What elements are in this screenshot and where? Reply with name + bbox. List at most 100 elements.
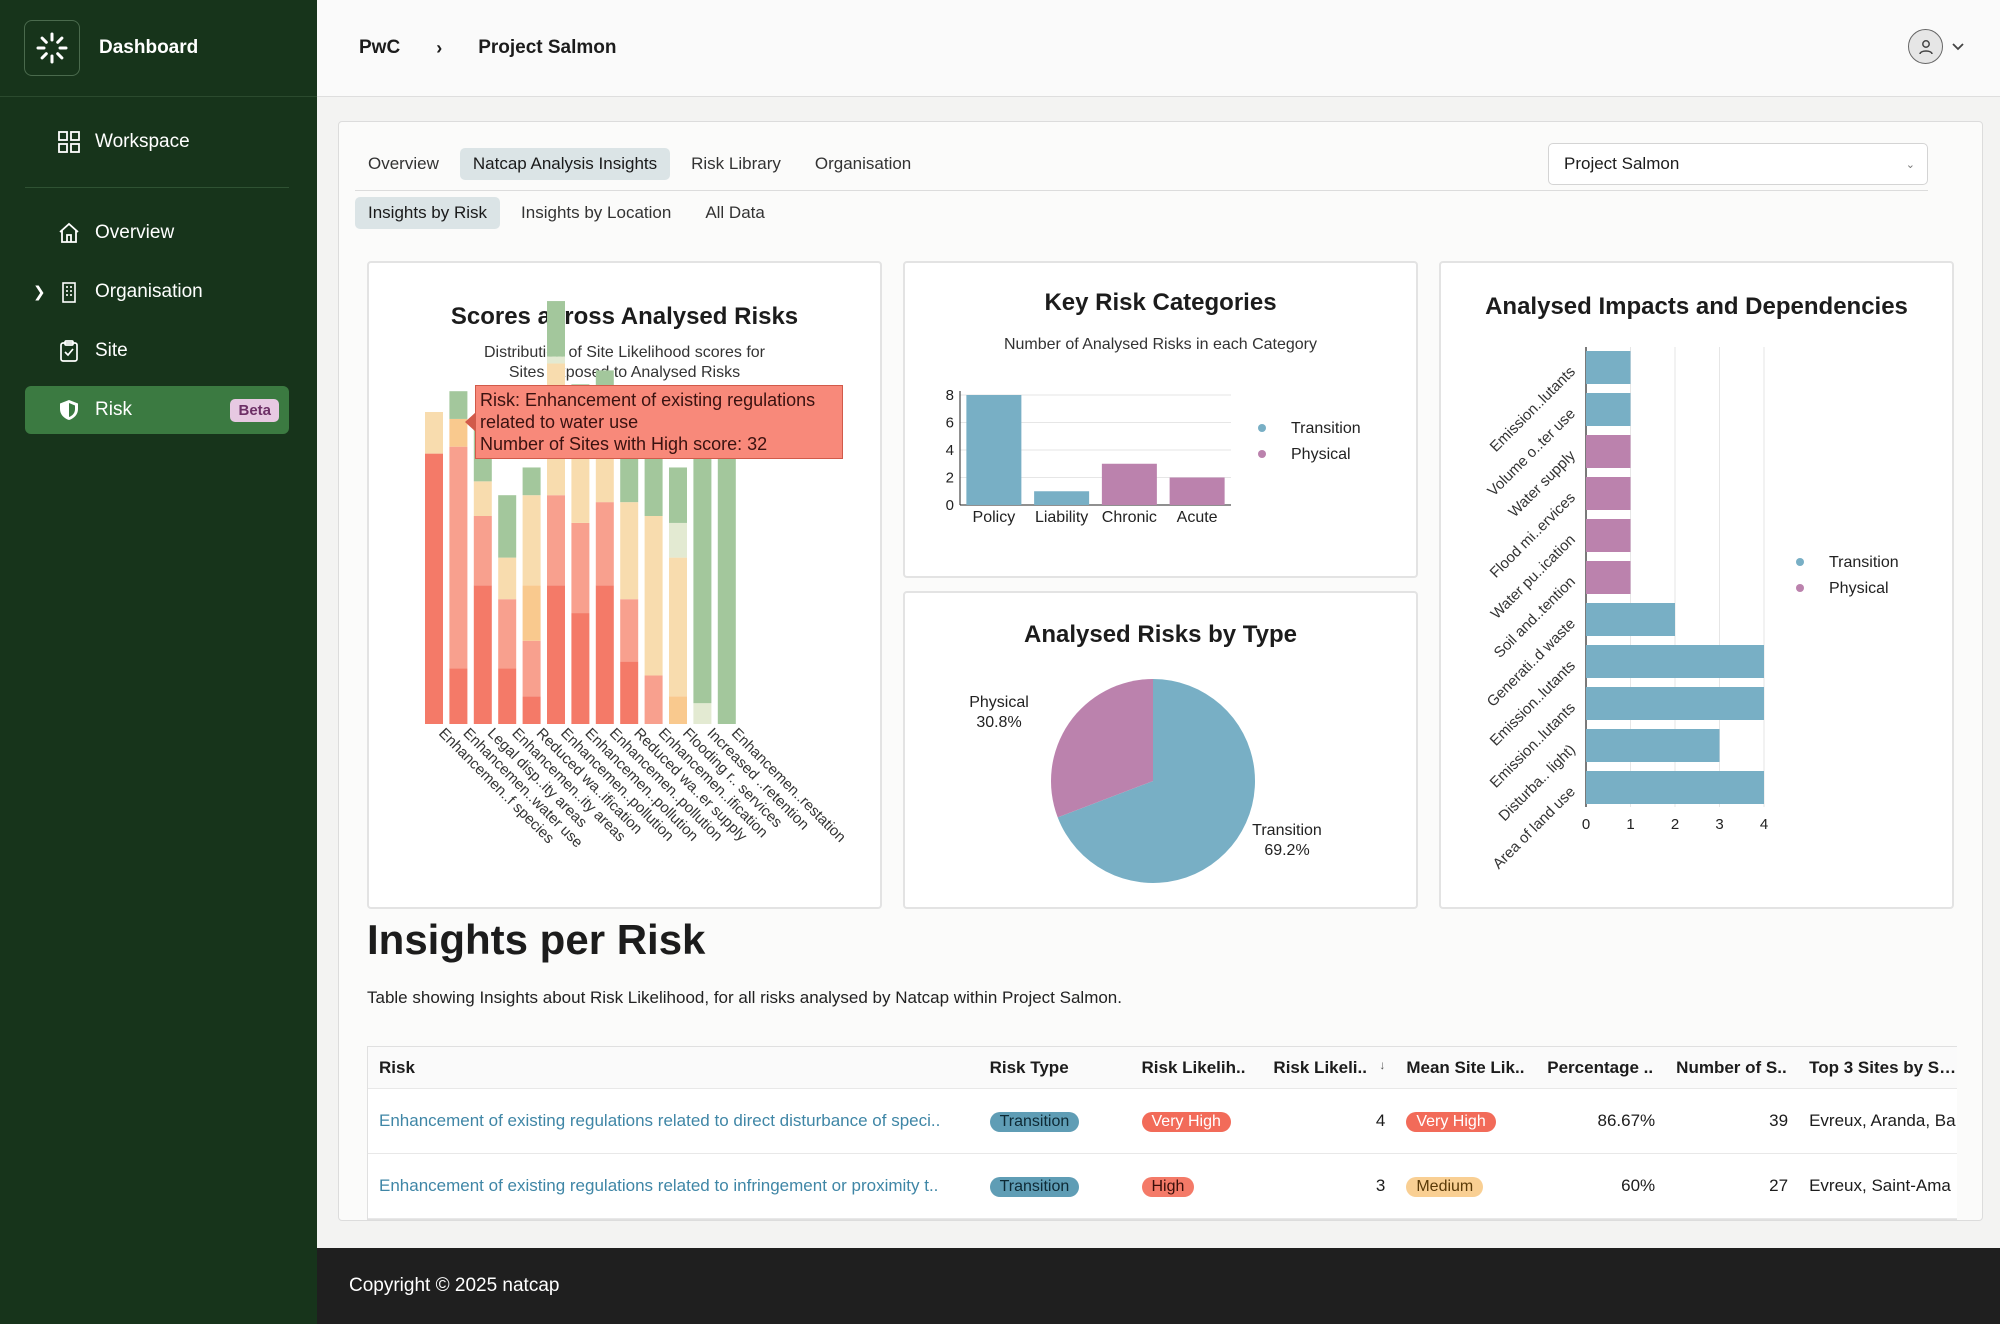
tab-all-data[interactable]: All Data (705, 203, 765, 222)
sidebar-item-overview[interactable]: Overview (25, 209, 289, 257)
table-row[interactable]: Enhancement of existing regulations rela… (368, 1089, 1957, 1154)
tab-insights-by-risk[interactable]: Insights by Risk (355, 197, 501, 229)
risk-link[interactable]: Enhancement of existing regulations rela… (379, 1176, 939, 1195)
stacked-bar-segment[interactable] (547, 301, 565, 357)
stacked-bar-segment[interactable] (498, 599, 517, 669)
stacked-bar-segment[interactable] (449, 446, 468, 669)
user-menu[interactable] (1908, 29, 1964, 64)
column-header-risk-likelihood-score[interactable]: Risk Likeli.. ↓ (1262, 1058, 1395, 1078)
sidebar-item-site[interactable]: Site (25, 327, 289, 375)
stacked-bar-segment[interactable] (693, 703, 712, 724)
tab-overview[interactable]: Overview (368, 154, 439, 173)
impact-bar[interactable] (1586, 351, 1631, 384)
stacked-bar-segment[interactable] (547, 585, 565, 724)
category-bar[interactable] (966, 395, 1022, 505)
category-bar[interactable] (1034, 491, 1090, 505)
stacked-bar-segment[interactable] (571, 522, 590, 614)
impact-bar[interactable] (1586, 603, 1675, 636)
column-header-risk-type[interactable]: Risk Type (989, 1057, 1069, 1077)
table-row[interactable]: Enhancement of existing regulations rela… (368, 1154, 1957, 1219)
sidebar-item-workspace[interactable]: Workspace (25, 118, 289, 166)
stacked-bar-segment[interactable] (669, 467, 687, 523)
likelihood-score: 4 (1375, 1111, 1386, 1130)
impact-bar[interactable] (1586, 645, 1764, 678)
legend-label: Transition (1291, 420, 1361, 437)
column-header-number-of-sites[interactable]: Number of S.. (1676, 1057, 1787, 1077)
breadcrumb-organisation[interactable]: PwC (359, 37, 401, 58)
stacked-bar-segment[interactable] (644, 516, 663, 676)
stacked-bar-segment[interactable] (620, 599, 639, 662)
stacked-bar-segment[interactable] (498, 495, 517, 558)
column-header-mean-site-likelihood[interactable]: Mean Site Lik.. (1406, 1057, 1525, 1077)
pie-slice[interactable] (1057, 679, 1255, 883)
stacked-bar-segment[interactable] (669, 557, 687, 697)
pie-slice[interactable] (1051, 679, 1153, 818)
brand[interactable]: Dashboard (0, 0, 317, 97)
stacked-bar-segment[interactable] (473, 481, 492, 516)
stacked-bar-segment[interactable] (620, 502, 639, 600)
stacked-bar-segment[interactable] (522, 467, 541, 496)
column-header-top-sites[interactable]: Top 3 Sites by Site (1809, 1057, 1957, 1077)
column-header-risk[interactable]: Risk (379, 1057, 415, 1077)
category-bar[interactable] (1101, 463, 1157, 505)
stacked-bar-segment[interactable] (449, 418, 468, 447)
impacts-title: Analysed Impacts and Dependencies (1485, 293, 1908, 320)
stacked-bar-segment[interactable] (547, 495, 565, 586)
stacked-bar-segment[interactable] (522, 495, 541, 586)
stacked-bar-segment[interactable] (547, 356, 565, 364)
sidebar-item-organisation[interactable]: ❯ Organisation (25, 268, 289, 316)
building-icon (57, 280, 81, 304)
stacked-bar-segment[interactable] (669, 522, 687, 558)
impact-bar[interactable] (1586, 687, 1764, 720)
stacked-bar-segment[interactable] (571, 613, 590, 724)
tab-insights-by-location[interactable]: Insights by Location (521, 203, 672, 222)
impact-bar[interactable] (1586, 435, 1631, 468)
stacked-bar-segment[interactable] (571, 446, 590, 523)
stacked-bar-segment[interactable] (644, 675, 663, 724)
stacked-bar-segment[interactable] (669, 696, 687, 724)
key-risk-chart[interactable]: 0 2 4 6 8 Policy Liability Chronic Acute Transiti… (905, 263, 1420, 580)
stacked-bar-segment[interactable] (620, 453, 639, 503)
stacked-bar-segment[interactable] (498, 668, 517, 724)
tab-natcap-analysis-insights[interactable]: Natcap Analysis Insights (459, 148, 671, 180)
stacked-bar-segment[interactable] (595, 502, 614, 586)
risk-link[interactable]: Enhancement of existing regulations rela… (379, 1111, 941, 1130)
impact-bar[interactable] (1586, 393, 1631, 426)
impact-bar[interactable] (1586, 477, 1631, 510)
breadcrumb-project[interactable]: Project Salmon (478, 37, 617, 58)
tab-risk-library[interactable]: Risk Library (691, 154, 781, 173)
risk-type-chart[interactable]: Transition 69.2% Physical 30.8% (905, 593, 1420, 911)
sidebar-item-risk[interactable]: Risk Beta (25, 386, 289, 434)
impact-bar[interactable] (1586, 519, 1631, 552)
project-select[interactable]: Project Salmon ⌄ (1548, 143, 1928, 185)
stacked-bar-segment[interactable] (425, 412, 443, 454)
stacked-bar-segment[interactable] (449, 668, 468, 724)
avatar-icon[interactable] (1908, 29, 1943, 64)
stacked-bar-segment[interactable] (522, 696, 541, 724)
stacked-bar-segment[interactable] (449, 391, 468, 419)
brand-label: Dashboard (99, 37, 199, 58)
stacked-bar-segment[interactable] (498, 557, 517, 600)
column-header-risk-likelihood[interactable]: Risk Likelih.. (1141, 1057, 1246, 1077)
stacked-bar-segment[interactable] (425, 453, 443, 724)
column-header-percentage[interactable]: Percentage .. (1547, 1057, 1654, 1077)
category-bar[interactable] (1169, 477, 1225, 506)
stacked-bar-segment[interactable] (595, 585, 614, 724)
impact-bar[interactable] (1586, 771, 1764, 804)
impact-bar[interactable] (1586, 561, 1631, 594)
stacked-bar-segment[interactable] (522, 640, 541, 697)
chevron-right-icon[interactable]: ❯ (33, 284, 46, 301)
tab-organisation[interactable]: Organisation (814, 154, 912, 173)
stacked-bar-segment[interactable] (644, 453, 663, 516)
stacked-bar-segment[interactable] (522, 585, 541, 641)
chevron-down-icon[interactable] (1952, 38, 1964, 56)
stacked-bar-segment[interactable] (473, 585, 492, 724)
stacked-bar-segment[interactable] (620, 661, 639, 724)
stacked-bar-segment[interactable] (473, 516, 492, 586)
stacked-bar-segment[interactable] (717, 446, 736, 724)
stacked-bar-segment[interactable] (693, 439, 712, 704)
sort-arrow-icon[interactable]: ↓ (1379, 1057, 1386, 1072)
impact-bar[interactable] (1586, 729, 1720, 762)
